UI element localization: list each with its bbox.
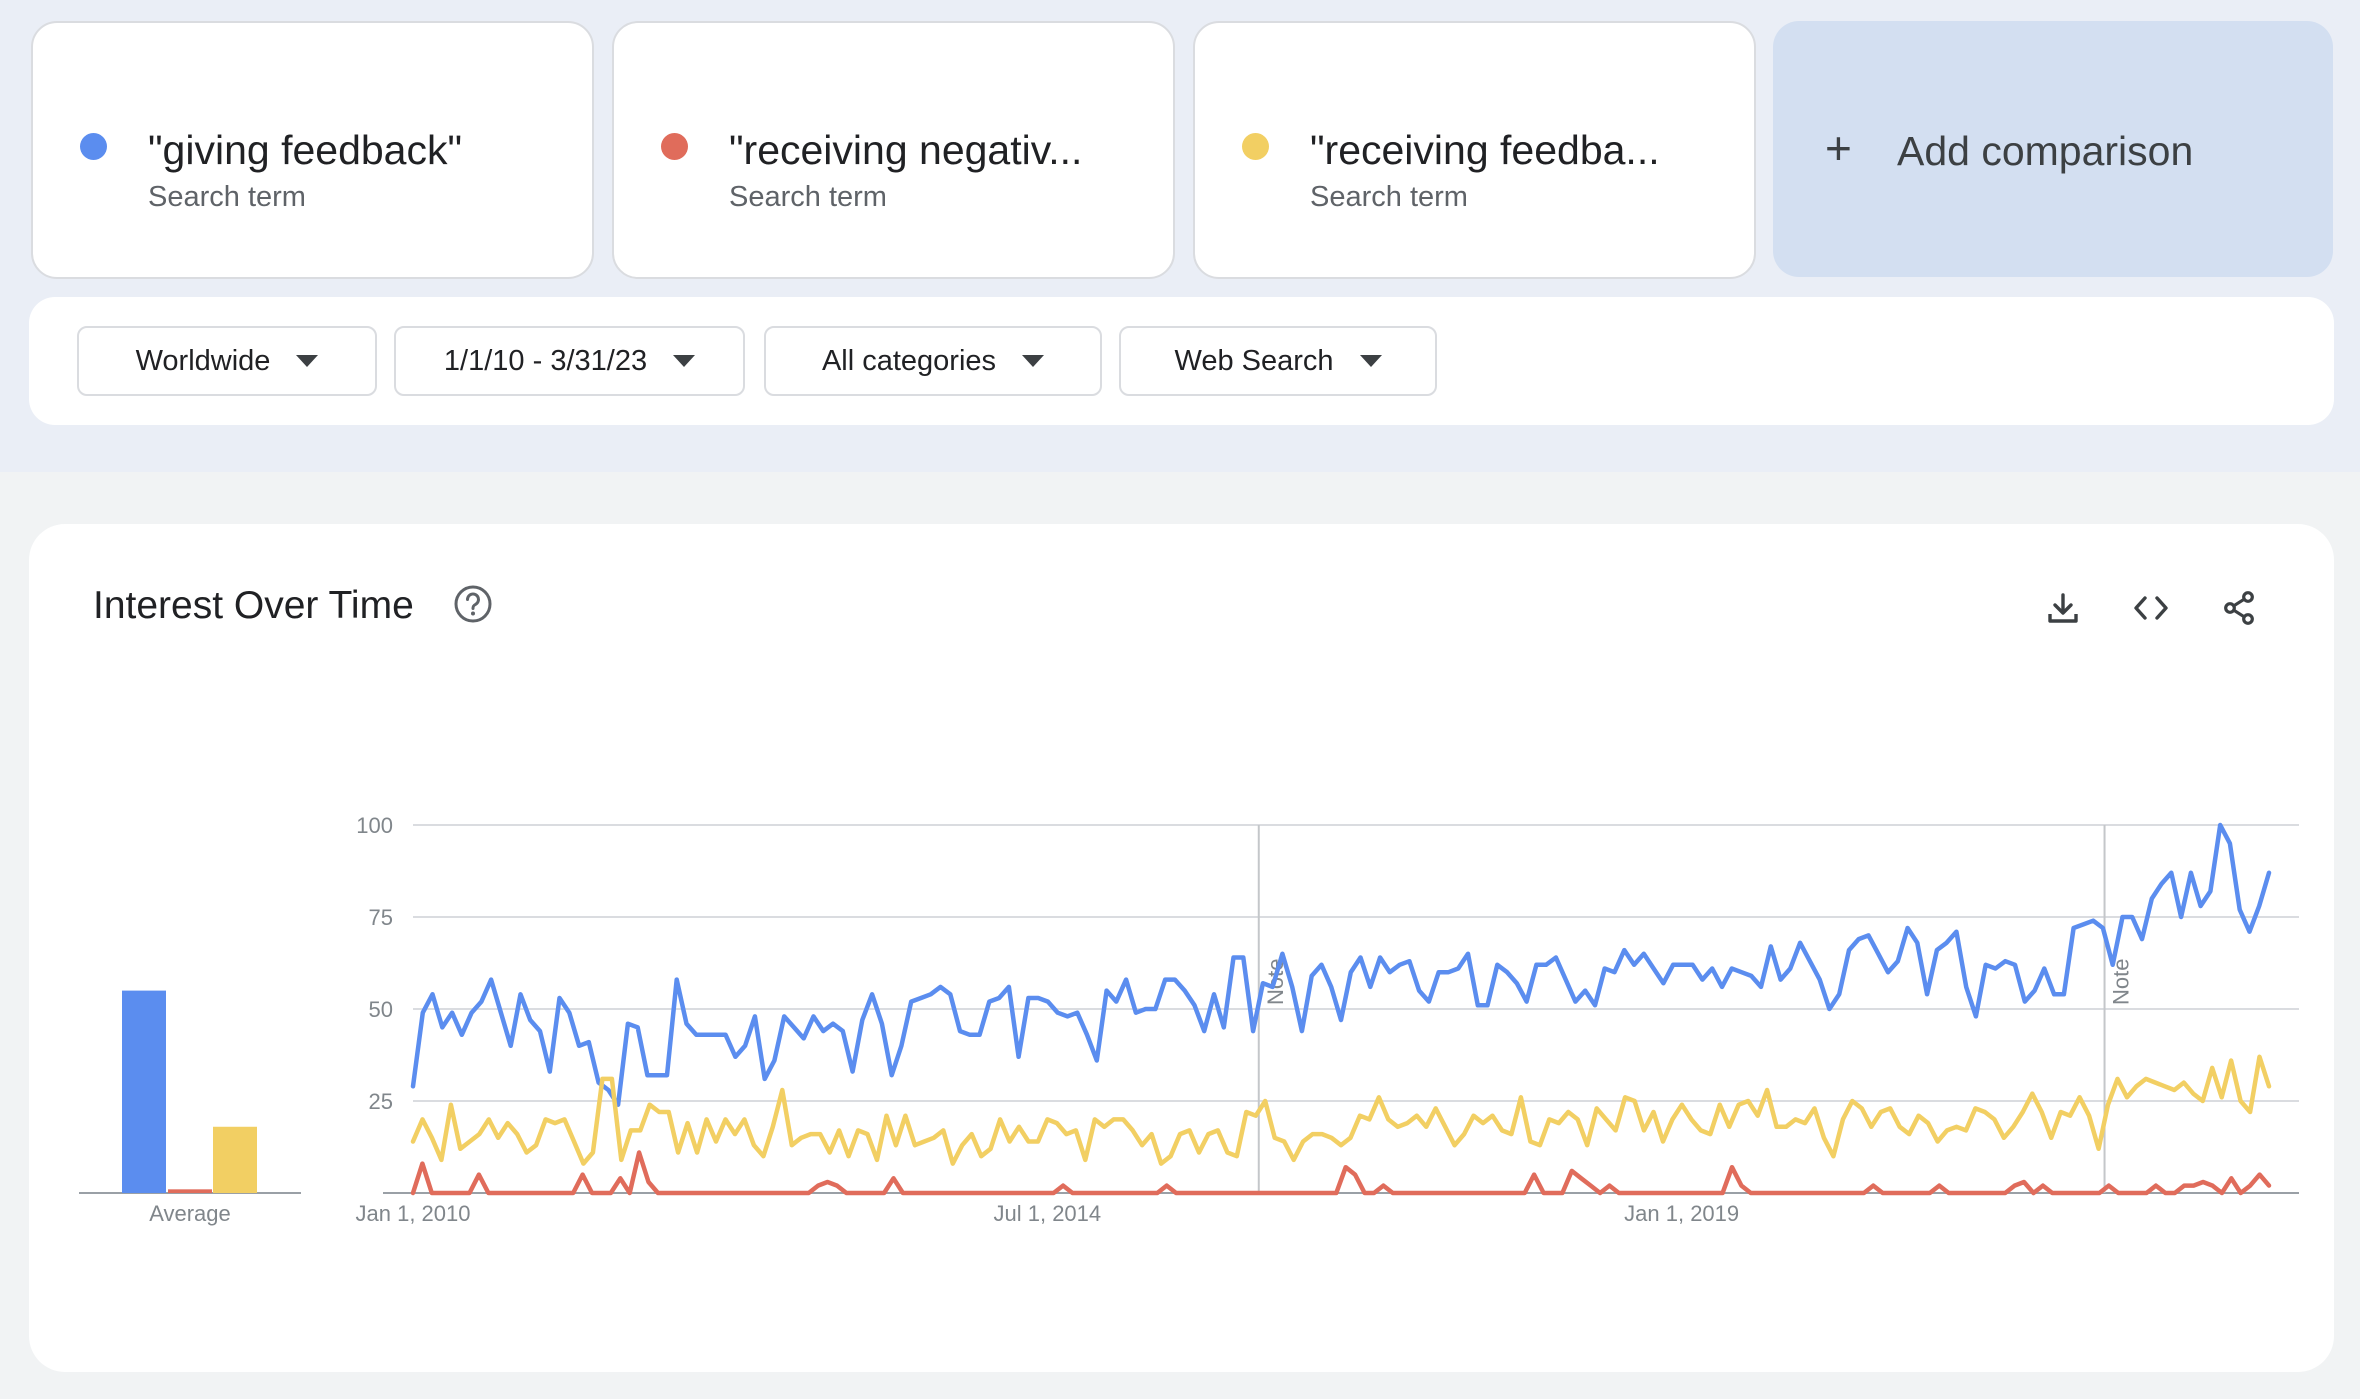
add-comparison-label: Add comparison — [1897, 128, 2194, 174]
category-value: All categories — [821, 344, 997, 377]
add-comparison-button[interactable]: + Add comparison — [1773, 21, 2333, 277]
x-tick-label: Jan 1, 2010 — [356, 1201, 471, 1226]
series-color-dot — [1242, 133, 1269, 160]
date-range-value: 1/1/10 - 3/31/23 — [443, 344, 648, 377]
panel-title: Interest Over Time — [93, 584, 414, 627]
x-tick-label: Jan 1, 2019 — [1624, 1201, 1739, 1226]
filter-bar: Worldwide 1/1/10 - 3/31/23 All categorie… — [29, 297, 2334, 425]
category-dropdown[interactable]: All categories — [764, 326, 1102, 396]
average-bar — [213, 1126, 257, 1193]
search-term-name: "receiving negativ... — [729, 127, 1083, 173]
share-icon[interactable] — [2221, 590, 2257, 626]
caret-down-icon — [1359, 355, 1382, 367]
series-line — [410, 1150, 2272, 1196]
help-circle-icon[interactable] — [453, 584, 493, 624]
average-bar — [168, 1189, 212, 1193]
average-label: Average — [149, 1201, 231, 1226]
download-icon[interactable] — [2045, 590, 2081, 626]
search-term-subtitle: Search term — [729, 181, 887, 213]
caret-down-icon — [296, 355, 319, 367]
search-term-card[interactable]: "giving feedback" Search term — [31, 21, 594, 279]
search-term-name: "receiving feedba... — [1310, 127, 1660, 173]
embed-code-icon[interactable] — [2133, 590, 2169, 626]
caret-down-icon — [673, 355, 696, 367]
series-line — [410, 1054, 2272, 1166]
caret-down-icon — [1022, 355, 1045, 367]
region-dropdown[interactable]: Worldwide — [77, 326, 377, 396]
series-color-dot — [80, 133, 107, 160]
series-color-dot — [661, 133, 688, 160]
average-bar — [122, 990, 166, 1193]
search-term-subtitle: Search term — [1310, 181, 1468, 213]
y-tick-label: 25 — [369, 1089, 393, 1114]
region-value: Worldwide — [135, 344, 271, 377]
plus-icon: + — [1825, 122, 1852, 174]
search-term-card[interactable]: "receiving negativ... Search term — [612, 21, 1175, 279]
search-type-dropdown[interactable]: Web Search — [1119, 326, 1437, 396]
y-tick-label: 50 — [369, 997, 393, 1022]
search-term-card[interactable]: "receiving feedba... Search term — [1193, 21, 1756, 279]
search-term-name: "giving feedback" — [148, 127, 463, 173]
x-tick-label: Jul 1, 2014 — [994, 1201, 1102, 1226]
date-range-dropdown[interactable]: 1/1/10 - 3/31/23 — [394, 326, 745, 396]
interest-over-time-panel: Interest Over Time 100 75 50 25 Note Note Jan … — [29, 524, 2334, 1372]
y-tick-label: 100 — [356, 813, 393, 838]
series-line — [410, 822, 2272, 1107]
y-tick-label: 75 — [369, 905, 393, 930]
search-term-subtitle: Search term — [148, 181, 306, 213]
search-type-value: Web Search — [1174, 344, 1334, 377]
